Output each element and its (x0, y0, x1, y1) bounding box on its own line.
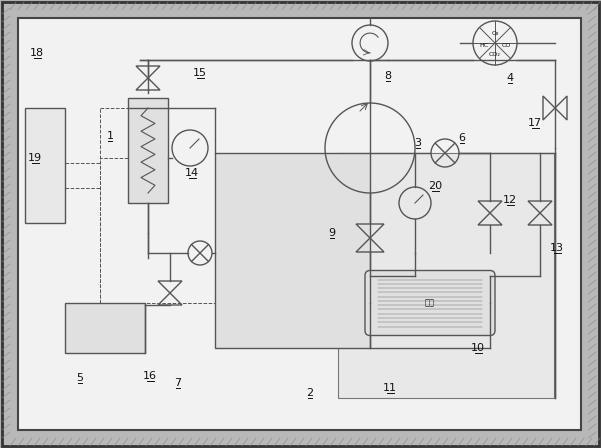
FancyBboxPatch shape (25, 108, 65, 223)
Text: HC: HC (480, 43, 489, 47)
Text: O₂: O₂ (491, 30, 499, 35)
Text: 15: 15 (193, 68, 207, 78)
FancyBboxPatch shape (128, 98, 168, 203)
Text: 10: 10 (471, 343, 485, 353)
FancyBboxPatch shape (65, 303, 145, 353)
FancyBboxPatch shape (365, 271, 495, 336)
Text: 8: 8 (385, 71, 392, 81)
Text: CO₂: CO₂ (489, 52, 501, 56)
Text: CO: CO (501, 43, 511, 47)
Text: 14: 14 (185, 168, 199, 178)
Text: 1: 1 (106, 131, 114, 141)
Text: 5: 5 (76, 373, 84, 383)
Text: 燃油: 燃油 (425, 298, 435, 307)
Text: 13: 13 (550, 243, 564, 253)
Text: 20: 20 (428, 181, 442, 191)
FancyBboxPatch shape (215, 153, 370, 348)
Text: 18: 18 (30, 48, 44, 58)
Text: 11: 11 (383, 383, 397, 393)
FancyBboxPatch shape (18, 18, 581, 430)
Text: 12: 12 (503, 195, 517, 205)
Text: 17: 17 (528, 118, 542, 128)
Text: 9: 9 (328, 228, 335, 238)
Text: 6: 6 (459, 133, 466, 143)
Text: 2: 2 (307, 388, 314, 398)
Text: 16: 16 (143, 371, 157, 381)
FancyBboxPatch shape (338, 153, 554, 398)
Text: 7: 7 (174, 378, 182, 388)
Text: 19: 19 (28, 153, 42, 163)
Text: 4: 4 (507, 73, 514, 83)
Text: 3: 3 (415, 138, 421, 148)
